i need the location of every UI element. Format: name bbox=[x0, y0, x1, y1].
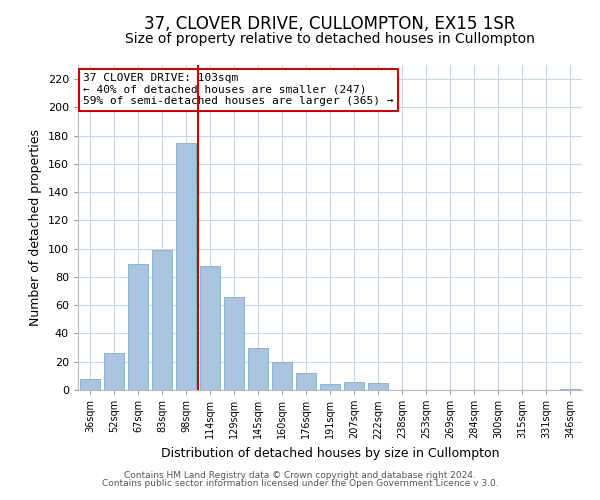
Bar bbox=[344, 382, 364, 390]
Bar bbox=[224, 296, 244, 390]
Y-axis label: Number of detached properties: Number of detached properties bbox=[29, 129, 42, 326]
Text: Contains HM Land Registry data © Crown copyright and database right 2024.: Contains HM Land Registry data © Crown c… bbox=[124, 471, 476, 480]
Text: 37, CLOVER DRIVE, CULLOMPTON, EX15 1SR: 37, CLOVER DRIVE, CULLOMPTON, EX15 1SR bbox=[145, 15, 515, 33]
X-axis label: Distribution of detached houses by size in Cullompton: Distribution of detached houses by size … bbox=[161, 447, 499, 460]
Bar bbox=[176, 142, 196, 390]
Bar bbox=[368, 383, 388, 390]
Bar bbox=[200, 266, 220, 390]
Text: 37 CLOVER DRIVE: 103sqm
← 40% of detached houses are smaller (247)
59% of semi-d: 37 CLOVER DRIVE: 103sqm ← 40% of detache… bbox=[83, 73, 394, 106]
Bar bbox=[560, 388, 580, 390]
Text: Size of property relative to detached houses in Cullompton: Size of property relative to detached ho… bbox=[125, 32, 535, 46]
Bar bbox=[104, 354, 124, 390]
Bar bbox=[152, 250, 172, 390]
Text: Contains public sector information licensed under the Open Government Licence v : Contains public sector information licen… bbox=[101, 478, 499, 488]
Bar bbox=[248, 348, 268, 390]
Bar bbox=[80, 378, 100, 390]
Bar bbox=[320, 384, 340, 390]
Bar bbox=[128, 264, 148, 390]
Bar bbox=[272, 362, 292, 390]
Bar bbox=[296, 373, 316, 390]
